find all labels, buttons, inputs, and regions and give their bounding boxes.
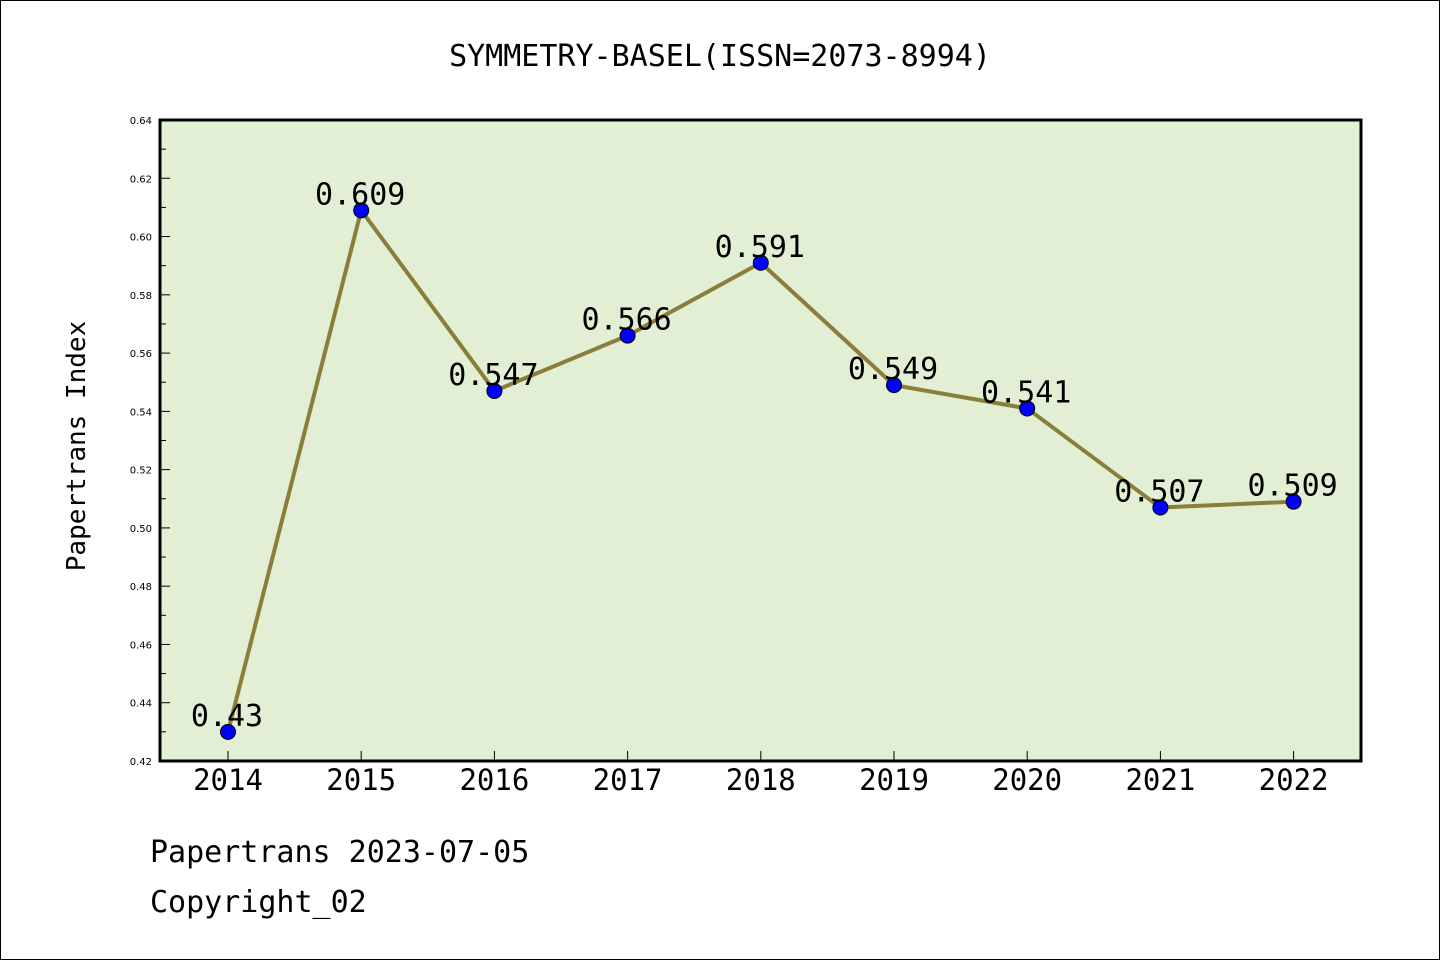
data-point-marker xyxy=(220,723,236,740)
footer-copyright-text: Copyright_02 xyxy=(150,885,367,920)
data-markers xyxy=(220,202,1302,740)
data-point-marker xyxy=(1019,400,1036,417)
x-tick-label: 2015 xyxy=(326,763,396,797)
x-tick-label: 2016 xyxy=(459,763,529,797)
data-value-label: 0.541 xyxy=(981,375,1071,410)
data-value-label: 0.507 xyxy=(1114,475,1204,510)
y-tick-label: 0.50 xyxy=(130,524,152,535)
y-axis-label: Papertrans Index xyxy=(62,321,92,571)
data-value-label: 0.549 xyxy=(848,352,938,387)
y-tick-label: 0.52 xyxy=(130,466,152,477)
x-tick-label: 2020 xyxy=(992,763,1062,797)
y-tick-label: 0.64 xyxy=(130,116,152,127)
y-tick-label: 0.58 xyxy=(130,291,152,302)
y-tick-label: 0.60 xyxy=(130,233,152,244)
data-value-label: 0.43 xyxy=(191,699,263,734)
y-tick-label: 0.62 xyxy=(130,174,152,185)
y-tick-label: 0.42 xyxy=(130,757,152,768)
data-point-marker xyxy=(886,377,902,394)
data-value-label: 0.566 xyxy=(581,303,671,338)
data-value-label: 0.591 xyxy=(715,230,805,265)
footer-date-text: Papertrans 2023-07-05 xyxy=(150,835,530,870)
x-axis-ticks: 2014 2015 2016 2017 2018 2019 2020 2021 2022 xyxy=(193,751,1329,797)
data-labels: 0.43 0.609 0.547 0.566 0.591 0.549 0.541 0.507 0… xyxy=(191,177,1338,734)
x-tick-label: 2017 xyxy=(593,763,663,797)
x-tick-label: 2019 xyxy=(859,763,929,797)
data-value-label: 0.547 xyxy=(448,358,538,393)
x-tick-label: 2018 xyxy=(726,763,796,797)
x-tick-label: 2022 xyxy=(1259,763,1329,797)
x-tick-label: 2021 xyxy=(1125,763,1195,797)
y-tick-label: 0.48 xyxy=(130,582,152,593)
data-point-marker xyxy=(486,382,503,399)
y-tick-label: 0.44 xyxy=(130,699,152,710)
data-point-marker xyxy=(619,327,636,344)
y-tick-label: 0.46 xyxy=(130,640,152,651)
x-tick-label: 2014 xyxy=(193,763,263,797)
y-tick-label: 0.54 xyxy=(130,407,152,418)
data-value-label: 0.609 xyxy=(315,177,405,212)
y-tick-label: 0.56 xyxy=(130,349,152,360)
data-point-marker xyxy=(353,202,370,219)
data-value-label: 0.509 xyxy=(1247,469,1337,504)
plot-border xyxy=(158,118,1363,763)
y-axis-ticks: 0.42 0.44 0.46 0.48 0.50 0.52 0.54 0.56 0.58 0.60… xyxy=(130,116,170,768)
chart-title: SYMMETRY-BASEL(ISSN=2073-8994) xyxy=(449,39,991,74)
data-point-marker xyxy=(1152,499,1169,516)
data-point-marker xyxy=(1285,493,1302,510)
plot-area xyxy=(160,120,1361,761)
data-point-marker xyxy=(752,254,769,271)
